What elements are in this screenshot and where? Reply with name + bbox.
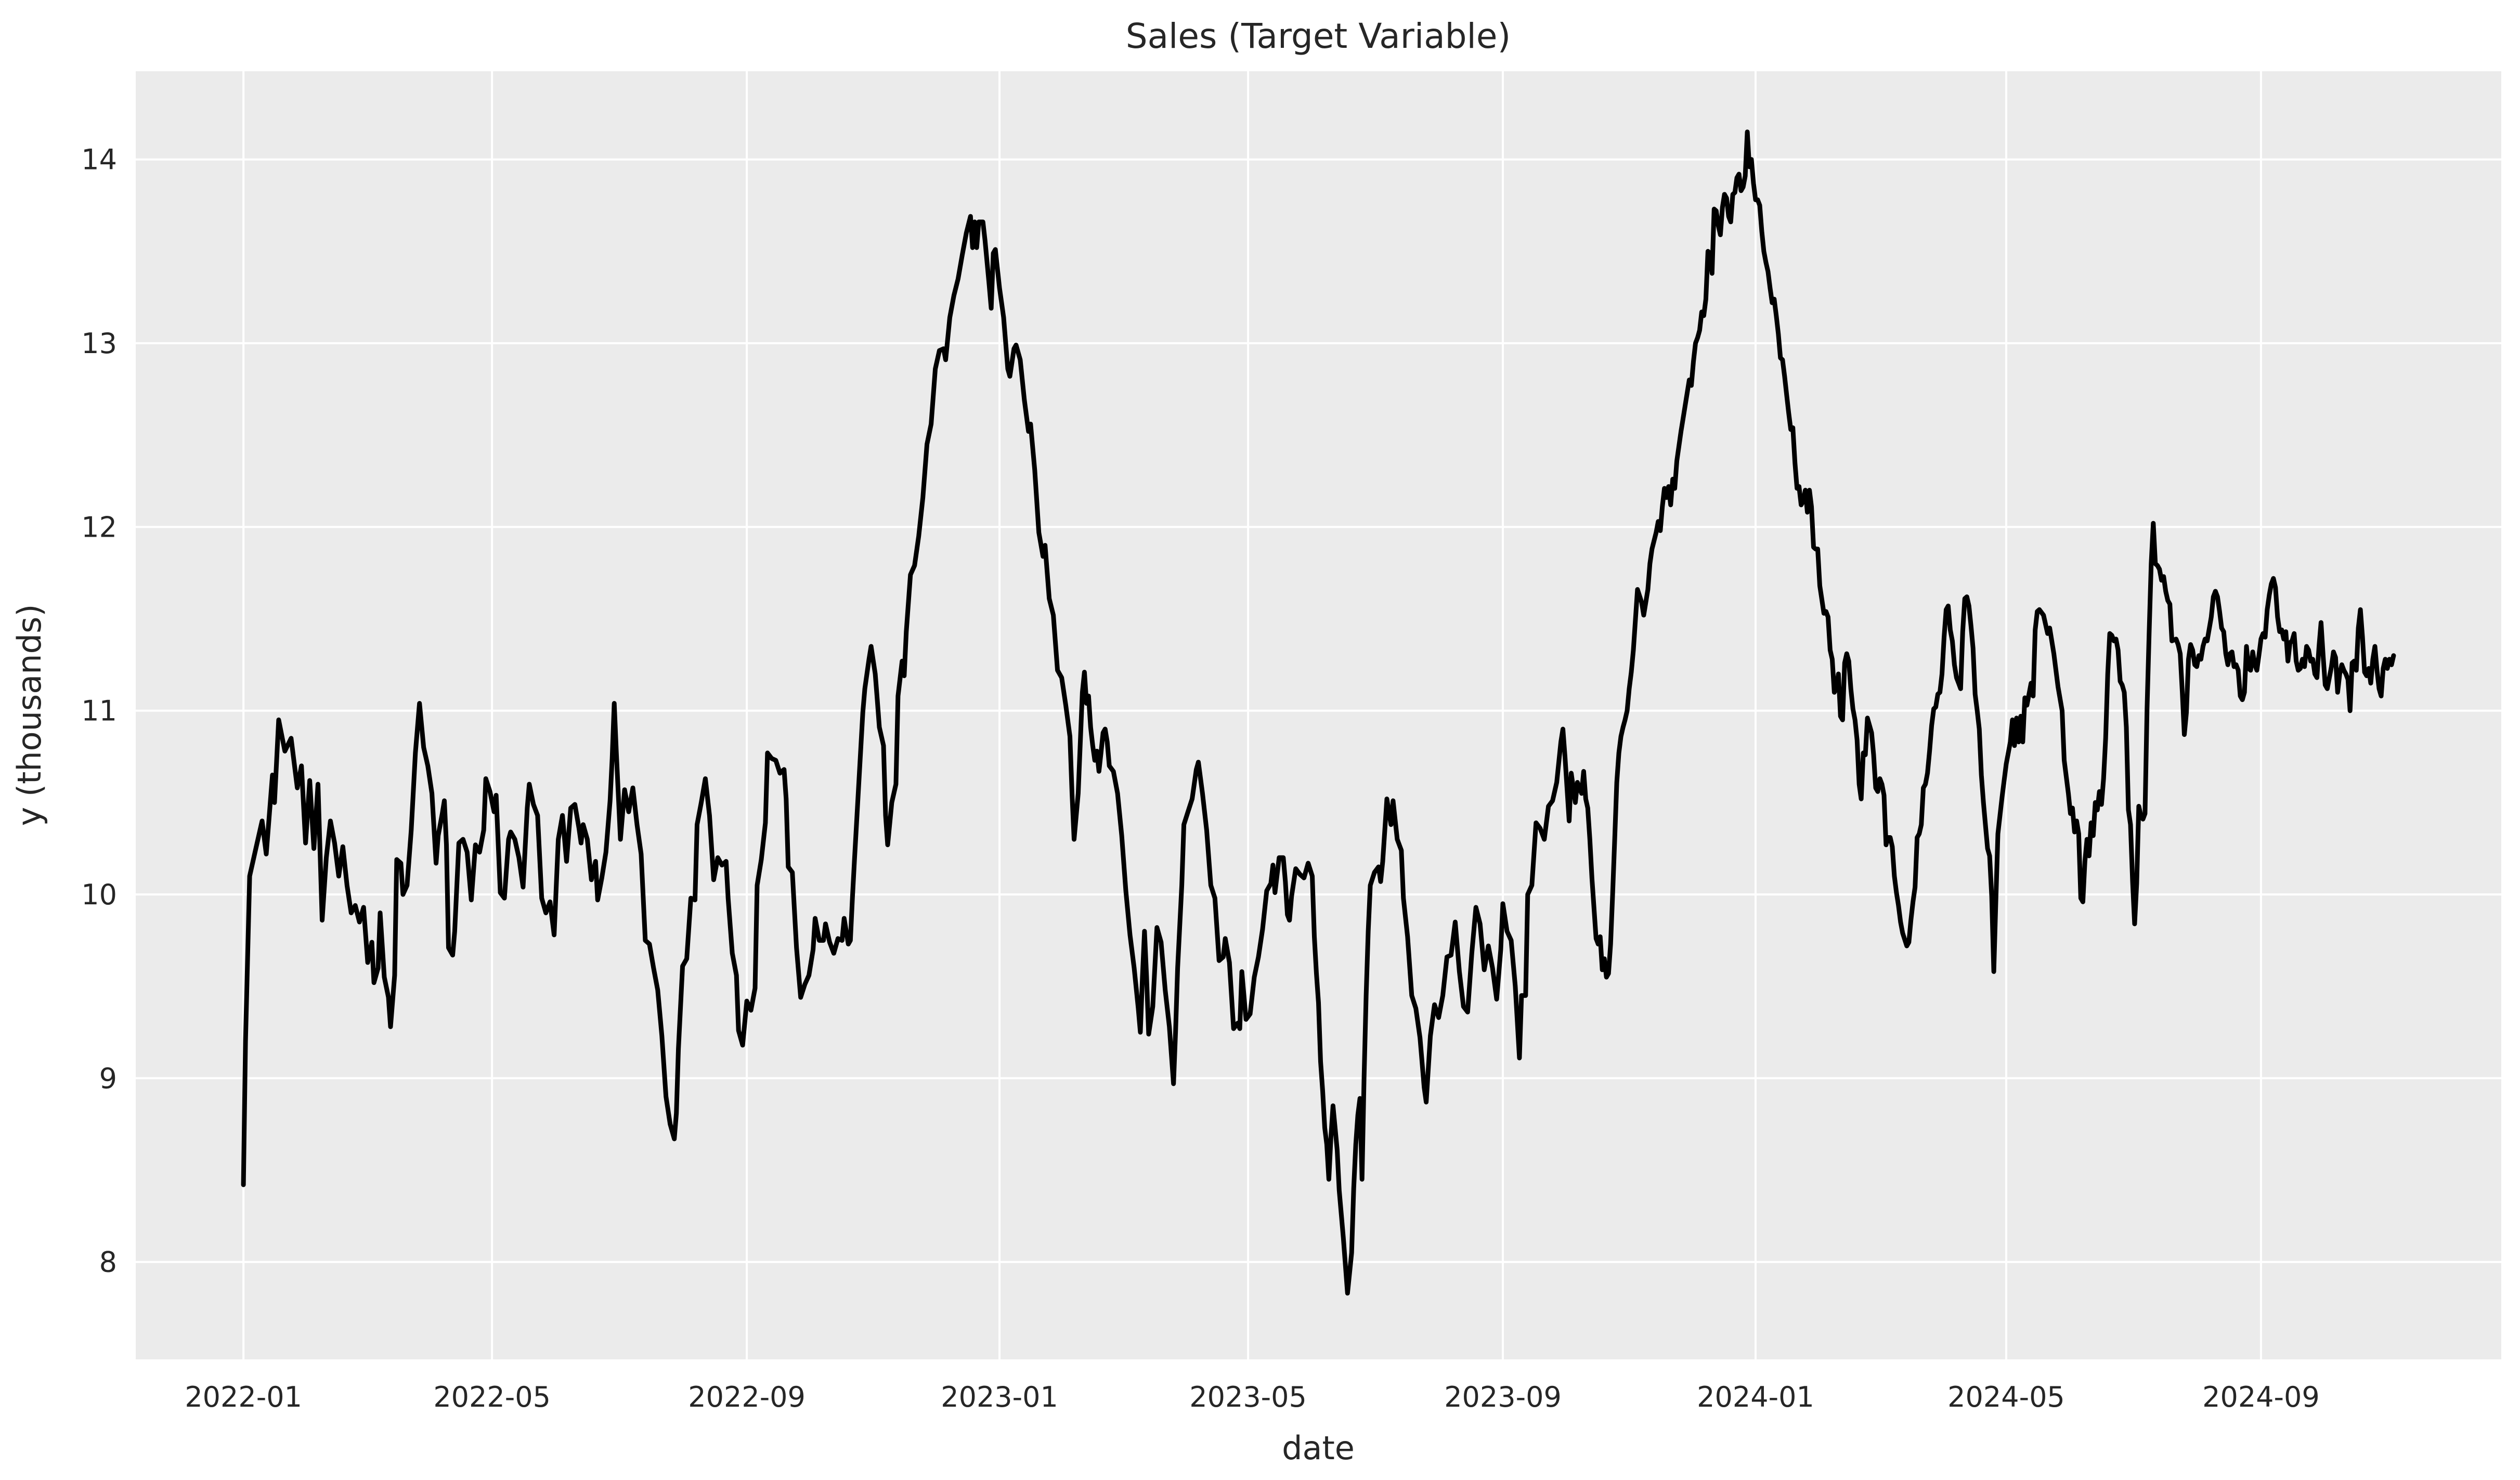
y-tick-label: 11 [81, 695, 117, 728]
x-tick-label: 2022-01 [185, 1381, 302, 1413]
grid [136, 71, 2501, 1359]
tick-labels: 8 9 10 11 12 13 14 2022-01 2022-05 2022-09 2023-01… [81, 144, 2319, 1413]
x-tick-label: 2023-01 [941, 1381, 1058, 1413]
chart-title: Sales (Target Variable) [1126, 16, 1511, 56]
x-tick-label: 2023-05 [1189, 1381, 1307, 1413]
y-axis-label: y (thousands) [10, 604, 48, 826]
y-tick-label: 13 [81, 327, 117, 360]
y-tick-label: 9 [99, 1062, 117, 1095]
y-tick-label: 12 [81, 511, 117, 543]
x-tick-label: 2022-05 [433, 1381, 551, 1413]
y-tick-label: 10 [81, 878, 117, 911]
x-tick-label: 2024-01 [1697, 1381, 1814, 1413]
x-tick-label: 2023-09 [1444, 1381, 1562, 1413]
x-tick-label: 2024-05 [1947, 1381, 2065, 1413]
x-tick-label: 2024-09 [2202, 1381, 2320, 1413]
y-tick-label: 14 [81, 144, 117, 176]
series-layer [241, 129, 2396, 1296]
x-tick-label: 2022-09 [688, 1381, 806, 1413]
x-axis-label: date [1282, 1429, 1355, 1467]
sales-series-line [241, 129, 2396, 1296]
y-tick-label: 8 [99, 1246, 117, 1279]
